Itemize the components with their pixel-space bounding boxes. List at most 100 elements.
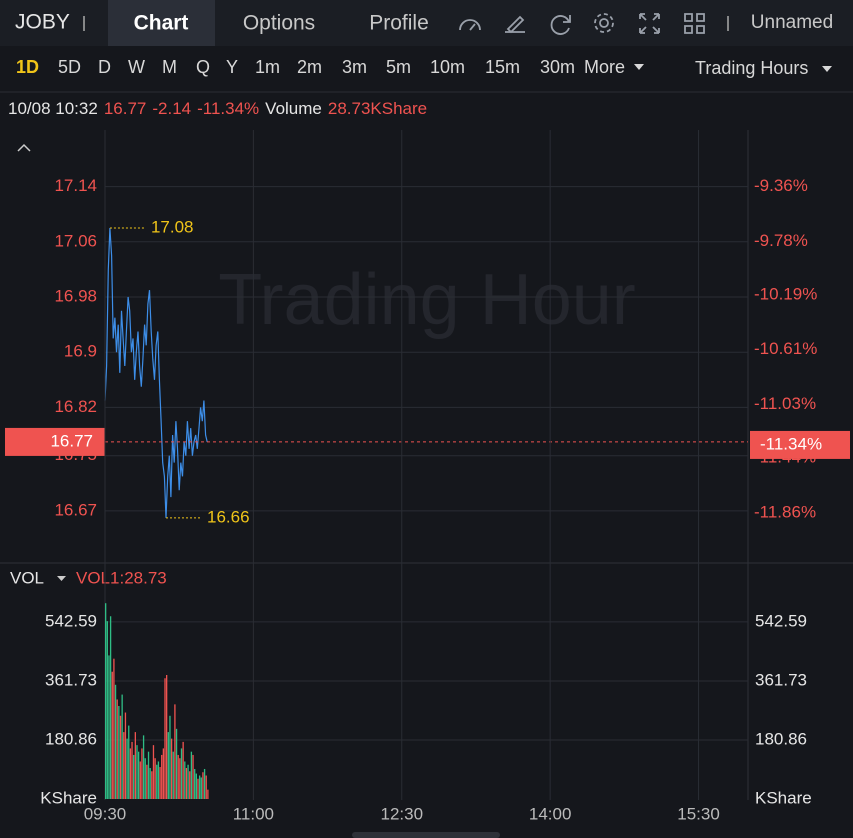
interval[interactable]: 3m: [342, 57, 367, 77]
y2-tick-label: -9.78%: [754, 231, 808, 250]
volume-bar: [142, 735, 145, 799]
volume-bar: [162, 748, 165, 799]
y-tick-label: 542.59: [45, 611, 97, 630]
icon-draw[interactable]: [505, 15, 525, 34]
volume-bar: [197, 778, 199, 799]
volume-bar: [156, 764, 158, 799]
icon-settings-ring[interactable]: [594, 13, 614, 33]
y2-tick-label: -9.36%: [754, 176, 808, 195]
volume-bar: [149, 767, 151, 799]
volume-bar: [164, 678, 166, 799]
icon-fullscreen[interactable]: [639, 13, 660, 34]
interval[interactable]: 5m: [386, 57, 411, 77]
volume-bar: [190, 751, 193, 799]
scrollbar[interactable]: [352, 832, 500, 838]
volume-bar: [139, 761, 141, 799]
y-tick-label: 361.73: [45, 670, 97, 689]
tab[interactable]: Profile: [369, 12, 429, 35]
volume-bar: [108, 655, 110, 799]
extreme-label: 17.08: [151, 217, 194, 236]
volume-bar: [126, 738, 128, 799]
symbol[interactable]: JOBY: [15, 11, 70, 34]
volume-bar: [157, 761, 160, 799]
info-change: -2.14: [152, 99, 191, 118]
dropdown-arrow: [822, 66, 832, 72]
dropdown-arrow: [634, 64, 644, 70]
volume-bar: [109, 616, 112, 799]
y-tick-label: 16.67: [54, 500, 97, 519]
volume-bar: [205, 775, 207, 799]
last-pct-box: [750, 430, 850, 459]
volume-bar: [177, 754, 179, 799]
interval[interactable]: 1D: [16, 57, 39, 77]
volume-bar: [152, 745, 155, 799]
volume-bar: [159, 767, 161, 799]
more-button[interactable]: More: [584, 57, 625, 77]
volume-bar: [146, 764, 148, 799]
interval[interactable]: D: [98, 57, 111, 77]
y2-tick-label: KShare: [755, 788, 812, 807]
interval[interactable]: 5D: [58, 57, 81, 77]
interval[interactable]: 10m: [430, 57, 465, 77]
volume-bar: [184, 761, 186, 799]
y-tick-label: 17.14: [54, 176, 97, 195]
volume-bar: [121, 694, 123, 799]
interval[interactable]: 15m: [485, 57, 520, 77]
volume-bar: [123, 732, 125, 799]
volume-bar: [114, 684, 117, 799]
volume-bar: [198, 775, 201, 799]
x-tick-label: 14:00: [529, 804, 572, 823]
toolbar-icons[interactable]: [459, 13, 705, 35]
watermark: Trading Hour: [218, 260, 636, 340]
info-volume: 28.73KShare: [328, 99, 427, 118]
volume-bar: [118, 705, 120, 799]
x-tick-label: 15:30: [677, 804, 720, 823]
volume-bar: [106, 621, 108, 799]
tab[interactable]: Chart: [134, 12, 189, 35]
volume-bar: [180, 748, 183, 799]
y2-tick-label: 361.73: [755, 670, 807, 689]
interval[interactable]: M: [162, 57, 177, 77]
volume-bar: [200, 777, 202, 799]
indicator-name[interactable]: VOL: [10, 568, 44, 587]
collapse-button[interactable]: [17, 143, 31, 152]
icon-refresh[interactable]: [550, 15, 571, 35]
info-change-pct: -11.34%: [197, 99, 259, 118]
y2-tick-label: -11.86%: [754, 502, 816, 521]
volume-bar: [179, 758, 181, 799]
x-tick-label: 12:30: [380, 804, 423, 823]
indicator-value: VOL1:28.73: [76, 568, 167, 587]
interval[interactable]: 30m: [540, 57, 575, 77]
volume-bar: [134, 732, 136, 799]
info-time: 10/08 10:32: [8, 99, 98, 118]
price-line: [104, 227, 208, 518]
volume-bar: [136, 745, 138, 799]
y-tick-label: 180.86: [45, 729, 97, 748]
volume-bar: [166, 674, 168, 799]
y-tick-label: 16.9: [64, 342, 97, 361]
interval[interactable]: 1m: [255, 57, 280, 77]
layout-name[interactable]: Unnamed: [751, 12, 833, 33]
volume-bar: [144, 758, 146, 799]
icon-settings[interactable]: [599, 18, 609, 28]
volume-bar: [105, 603, 107, 799]
volume-bar: [203, 768, 206, 799]
volume-bar: [131, 741, 133, 799]
volume-bar: [141, 748, 143, 799]
y2-tick-label: -11.03%: [754, 394, 816, 413]
interval[interactable]: Y: [226, 57, 238, 77]
interval[interactable]: W: [128, 57, 145, 77]
dropdown-arrow: [57, 576, 66, 581]
session-select[interactable]: Trading Hours: [695, 58, 808, 78]
icon-layout[interactable]: [684, 13, 705, 34]
icon-indicator[interactable]: [459, 19, 481, 31]
extreme-label: 16.66: [207, 507, 250, 526]
volume-bar: [185, 767, 188, 799]
volume-bar: [182, 741, 184, 799]
tab[interactable]: Options: [243, 12, 315, 35]
y2-tick-label: 180.86: [755, 729, 807, 748]
info-volume-label: Volume: [265, 99, 322, 118]
interval[interactable]: Q: [196, 57, 210, 77]
interval[interactable]: 2m: [297, 57, 322, 77]
